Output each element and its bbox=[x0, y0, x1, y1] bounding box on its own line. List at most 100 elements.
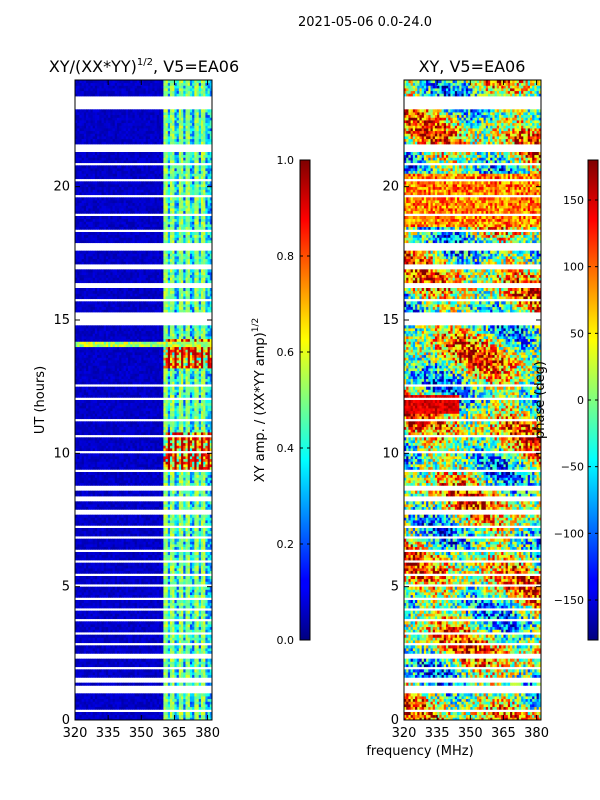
heatmap-cell bbox=[192, 522, 195, 526]
heatmap-cell bbox=[101, 672, 105, 676]
heatmap-cell bbox=[105, 706, 109, 710]
heatmap-cell bbox=[156, 717, 160, 721]
heatmap-cell bbox=[132, 592, 136, 596]
heatmap-cell bbox=[77, 682, 80, 686]
heatmap-cell bbox=[154, 669, 158, 673]
heatmap-cell bbox=[105, 541, 109, 545]
heatmap-cell bbox=[203, 589, 206, 593]
heatmap-cell bbox=[156, 621, 160, 625]
heatmap-cell bbox=[128, 645, 131, 649]
heatmap-cell bbox=[161, 626, 164, 630]
heatmap-cell bbox=[134, 701, 138, 705]
heatmap-cell bbox=[83, 626, 87, 630]
heatmap-cell bbox=[194, 696, 197, 700]
heatmap-cell bbox=[192, 544, 195, 548]
heatmap-cell bbox=[174, 626, 178, 630]
heatmap-cell bbox=[136, 528, 140, 532]
heatmap-cell bbox=[119, 576, 122, 580]
heatmap-cell bbox=[209, 605, 213, 609]
heatmap-cell bbox=[99, 648, 102, 652]
heatmap-cell bbox=[189, 546, 193, 550]
heatmap-cell bbox=[167, 568, 171, 572]
heatmap-cell bbox=[176, 650, 180, 654]
heatmap-cell bbox=[90, 661, 94, 665]
heatmap-cell bbox=[86, 554, 89, 558]
heatmap-cell bbox=[178, 693, 182, 697]
heatmap-cell bbox=[156, 538, 160, 542]
heatmap-cell bbox=[207, 581, 211, 585]
heatmap-cell bbox=[170, 544, 173, 548]
heatmap-cell bbox=[125, 621, 129, 625]
heatmap-cell bbox=[121, 637, 125, 641]
heatmap-cell bbox=[139, 672, 142, 676]
heatmap-cell bbox=[136, 616, 140, 620]
heatmap-cell bbox=[178, 538, 182, 542]
heatmap-cell bbox=[176, 589, 180, 593]
heatmap-cell bbox=[119, 565, 122, 569]
heatmap-cell bbox=[75, 717, 78, 721]
heatmap-cell bbox=[145, 554, 149, 558]
heatmap-cell bbox=[207, 533, 211, 537]
heatmap-cell bbox=[110, 568, 113, 572]
heatmap-cell bbox=[103, 589, 107, 593]
heatmap-cell bbox=[105, 634, 109, 638]
heatmap-cell bbox=[174, 712, 178, 716]
heatmap-cell bbox=[158, 568, 162, 572]
heatmap-cell bbox=[90, 576, 94, 580]
heatmap-cell bbox=[198, 613, 202, 617]
heatmap-cell bbox=[112, 712, 116, 716]
heatmap-cell bbox=[163, 696, 166, 700]
heatmap-cell bbox=[152, 696, 155, 700]
heatmap-cell bbox=[139, 640, 142, 644]
heatmap-cell bbox=[207, 693, 211, 697]
heatmap-cell bbox=[170, 672, 173, 676]
heatmap-cell bbox=[158, 589, 162, 593]
heatmap-cell bbox=[94, 554, 98, 558]
heatmap-cell bbox=[108, 645, 111, 649]
heatmap-cell bbox=[132, 696, 136, 700]
heatmap-cell bbox=[185, 693, 189, 697]
heatmap-cell bbox=[112, 624, 116, 628]
heatmap-cell bbox=[183, 696, 186, 700]
heatmap-cell bbox=[132, 669, 136, 673]
heatmap-cell bbox=[176, 544, 180, 548]
heatmap-cell bbox=[165, 629, 169, 633]
heatmap-cell bbox=[198, 696, 202, 700]
heatmap-cell bbox=[172, 661, 175, 665]
heatmap-cell bbox=[121, 717, 125, 721]
heatmap-cell bbox=[158, 696, 162, 700]
heatmap-cell bbox=[103, 714, 107, 718]
heatmap-cell bbox=[200, 570, 204, 574]
heatmap-cell bbox=[163, 629, 166, 633]
heatmap-cell bbox=[132, 714, 136, 718]
heatmap-cell bbox=[77, 522, 80, 526]
heatmap-cell bbox=[128, 568, 131, 572]
heatmap-cell bbox=[130, 712, 133, 716]
heatmap-cell bbox=[79, 589, 83, 593]
heatmap-cell bbox=[75, 682, 78, 686]
heatmap-cell bbox=[99, 640, 102, 644]
heatmap-cell bbox=[161, 530, 164, 534]
heatmap-cell bbox=[130, 522, 133, 526]
heatmap-cell bbox=[178, 530, 182, 534]
heatmap-cell bbox=[150, 570, 153, 574]
heatmap-cell bbox=[203, 672, 206, 676]
heatmap-cell bbox=[194, 592, 197, 596]
heatmap-cell bbox=[154, 562, 158, 566]
heatmap-cell bbox=[88, 581, 91, 585]
heatmap-cell bbox=[139, 669, 142, 673]
heatmap-cell bbox=[203, 714, 206, 718]
heatmap-cell bbox=[207, 576, 211, 580]
heatmap-cell bbox=[207, 664, 211, 668]
heatmap-cell bbox=[90, 544, 94, 548]
heatmap-cell bbox=[209, 602, 213, 606]
heatmap-cell bbox=[163, 616, 166, 620]
heatmap-cell bbox=[152, 661, 155, 665]
heatmap-cell bbox=[114, 714, 118, 718]
heatmap-cell bbox=[200, 562, 204, 566]
heatmap-cell bbox=[123, 544, 127, 548]
heatmap-cell bbox=[196, 661, 200, 665]
heatmap-cell bbox=[125, 648, 129, 652]
heatmap-cell bbox=[187, 589, 191, 593]
heatmap-cell bbox=[77, 576, 80, 580]
